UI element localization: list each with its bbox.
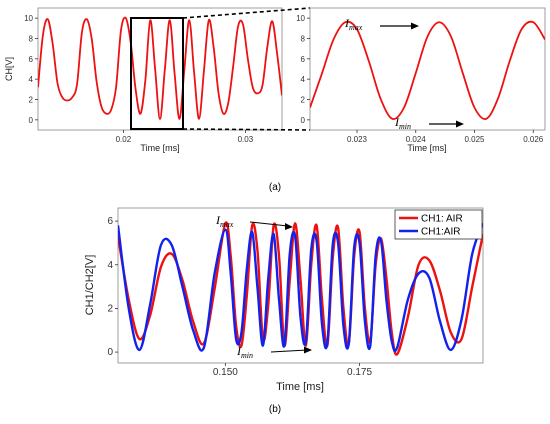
annotation-imin-a-sub: min xyxy=(399,122,411,131)
svg-text:Imax: Imax xyxy=(344,16,363,32)
annotation-imax-a-base: I xyxy=(344,16,350,30)
panel-a-left-xtick-label-0: 0.02 xyxy=(116,135,132,144)
annotation-imin-b-sub: min xyxy=(241,351,253,360)
panel-b-xtick-label-1: 0.175 xyxy=(347,367,372,378)
annotation-imax-a-sub: max xyxy=(349,23,363,32)
svg-text:Imin: Imin xyxy=(236,344,253,360)
panel-a-right-chart: 0.023 0.024 0.025 0.026 0 2 4 6 8 10 Time [ms] Im… xyxy=(296,7,546,153)
panel-b-series-line-1 xyxy=(118,222,483,352)
caption-b: (b) xyxy=(269,404,281,415)
zoom-selection-box xyxy=(130,17,184,130)
panel-a-left-ylabel: CH[V] xyxy=(4,57,14,81)
annotation-imin-b: Imin xyxy=(236,344,312,360)
panel-a-right-xlabel: Time [ms] xyxy=(407,143,446,153)
panel-a-right-xtick-label-2: 0.025 xyxy=(464,135,485,144)
panel-a-right-xtick-label-3: 0.026 xyxy=(523,135,544,144)
annotation-imax-b-sub: max xyxy=(220,220,234,229)
panel-b-ytick-label-0: 0 xyxy=(107,347,113,358)
zoom-connector-bottom xyxy=(182,128,311,131)
legend-label-series-1: CH1: AIR xyxy=(421,214,463,225)
legend-box xyxy=(394,209,483,240)
panel-a-right-ytick-label-5: 10 xyxy=(296,14,305,23)
caption-a: (a) xyxy=(269,182,281,193)
svg-text:Imax: Imax xyxy=(215,213,234,229)
svg-text:Imin: Imin xyxy=(394,115,411,131)
panel-a-left-ytick-label-2: 4 xyxy=(29,75,34,84)
panel-a-right-ytick-label-1: 2 xyxy=(301,96,306,105)
panel-a-right-series-line-0 xyxy=(310,20,545,120)
panel-b-ytick-label-3: 6 xyxy=(107,216,113,227)
panel-a-left-chart: 0.02 0.03 0 2 4 6 8 10 Time [ms] CH[V] xyxy=(4,7,283,153)
panel-a-right-xtick-label-0: 0.023 xyxy=(347,135,368,144)
panel-b-xtick-label-0: 0.150 xyxy=(213,367,238,378)
annotation-imin-b-base: I xyxy=(236,344,242,358)
annotation-imax-b: Imax xyxy=(215,213,293,230)
panel-a-left-ytick-label-1: 2 xyxy=(29,96,34,105)
panel-a-right-marks: 0.023 0.024 0.025 0.026 0 2 4 6 8 10 xyxy=(296,14,545,144)
panel-b-ytick-label-2: 4 xyxy=(107,260,113,271)
annotation-imin-a: Imin xyxy=(394,115,464,131)
annotation-imax-a: Imax xyxy=(344,16,419,32)
panel-b-ylabel: CH1/CH2[V] xyxy=(84,255,96,316)
panel-a-left-xlabel: Time [ms] xyxy=(140,143,179,153)
panel-a-right-ytick-label-0: 0 xyxy=(301,116,306,125)
panel-b-xlabel: Time [ms] xyxy=(276,381,324,393)
panel-a-right-ytick-label-2: 4 xyxy=(301,75,306,84)
panel-a-left-plot-area xyxy=(37,7,283,131)
legend: CH1: AIR CH1:AIR xyxy=(394,209,483,240)
panel-a-right-ytick-label-4: 8 xyxy=(301,35,306,44)
panel-b-marks: 0.150 0.175 0 2 4 6 xyxy=(107,216,483,378)
annotation-imax-b-base: I xyxy=(215,213,221,227)
panel-a-right-xtick-label-1: 0.024 xyxy=(406,135,427,144)
panel-b-ytick-label-1: 2 xyxy=(107,303,113,314)
panel-a-right-ytick-label-3: 6 xyxy=(301,55,306,64)
panel-a-left-series-line-0 xyxy=(38,16,282,120)
panel-a-left-xtick-label-1: 0.03 xyxy=(238,135,254,144)
panel-a-left-ytick-label-5: 10 xyxy=(24,14,33,23)
legend-label-series-2: CH1:AIR xyxy=(421,227,460,238)
panel-b-chart: 0.150 0.175 0 2 4 6 Time [ms] CH1/CH2[V] Imax… xyxy=(84,207,484,393)
panel-a-left-ytick-label-3: 6 xyxy=(29,55,34,64)
annotation-imin-a-base: I xyxy=(394,115,400,129)
panel-a-left-ytick-label-4: 8 xyxy=(29,35,34,44)
zoom-connector-top xyxy=(182,7,311,19)
panel-a-left-ytick-label-0: 0 xyxy=(29,116,34,125)
panel-a-right-plot-area xyxy=(309,7,546,131)
panel-a-left-marks: 0.02 0.03 0 2 4 6 8 10 xyxy=(24,14,282,144)
